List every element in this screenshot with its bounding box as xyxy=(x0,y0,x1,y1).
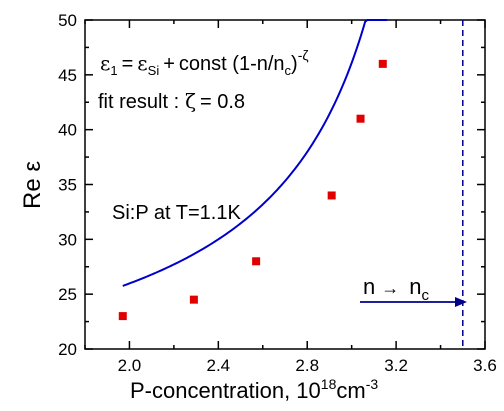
fit-curve xyxy=(122,19,388,287)
data-point xyxy=(356,114,365,123)
sample-annotation: Si:P at T=1.1K xyxy=(112,202,241,224)
y-tick-label: 45 xyxy=(58,66,77,85)
x-tick-label: 2.8 xyxy=(295,356,319,375)
fit-result-annotation: fit result : ζ = 0.8 xyxy=(98,89,245,113)
x-tick-label: 2.4 xyxy=(207,356,231,375)
formula-annotation: ε1 = εSi + const (1-n/nc)-ζ xyxy=(100,47,309,78)
y-tick-label: 25 xyxy=(58,285,77,304)
y-tick-label: 40 xyxy=(58,121,77,140)
data-points xyxy=(118,59,387,321)
x-tick-labels: 2.0 2.4 2.8 3.2 3.6 xyxy=(118,356,497,375)
data-point xyxy=(118,312,127,321)
axis-ticks xyxy=(84,19,486,350)
x-tick-label: 2.0 xyxy=(118,356,142,375)
data-point xyxy=(189,295,198,304)
x-tick-label: 3.6 xyxy=(473,356,497,375)
data-point xyxy=(327,191,336,200)
x-tick-label: 3.2 xyxy=(384,356,408,375)
arrow-label: n → nc xyxy=(363,274,430,304)
data-point xyxy=(252,257,261,266)
y-axis-title: Re ε xyxy=(19,161,46,209)
y-tick-label: 30 xyxy=(58,230,77,249)
data-point xyxy=(378,59,387,68)
y-tick-label: 20 xyxy=(58,340,77,359)
x-axis-title: P-concentration, 1018cm-3 xyxy=(130,376,378,403)
y-tick-labels: 20 25 30 35 40 45 50 xyxy=(58,11,77,359)
y-tick-label: 50 xyxy=(58,11,77,30)
y-tick-label: 35 xyxy=(58,176,77,195)
transition-arrow-head xyxy=(455,297,467,307)
